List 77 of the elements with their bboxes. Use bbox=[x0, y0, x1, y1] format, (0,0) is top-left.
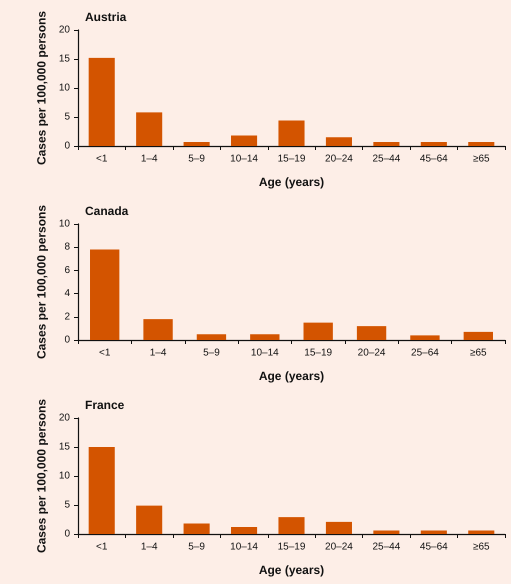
x-tick-label: 1–4 bbox=[140, 542, 158, 552]
x-tick-label: 10–14 bbox=[250, 348, 280, 358]
x-tick-label: ≥65 bbox=[472, 542, 490, 552]
y-tick-label: 0 bbox=[64, 140, 70, 152]
x-axis-title: Age (years) bbox=[258, 369, 324, 383]
y-tick-label: 2 bbox=[64, 311, 70, 322]
x-tick-label: 10–14 bbox=[230, 154, 258, 164]
x-tick-label: 15–19 bbox=[278, 154, 306, 164]
bar bbox=[90, 250, 120, 340]
bar bbox=[326, 522, 352, 534]
x-tick-label: 1–4 bbox=[150, 348, 167, 358]
x-tick-label: 10–14 bbox=[230, 542, 258, 552]
x-tick-label: 25–64 bbox=[411, 348, 440, 358]
y-tick-label: 20 bbox=[58, 24, 70, 36]
y-tick-label: 0 bbox=[64, 334, 70, 346]
y-axis-title: Cases per 100,000 persons bbox=[34, 398, 48, 554]
bar bbox=[136, 506, 162, 534]
x-tick-label: <1 bbox=[96, 154, 108, 164]
bar bbox=[304, 322, 333, 340]
x-tick-label: 5–9 bbox=[188, 542, 206, 552]
x-tick-label: 5–9 bbox=[188, 154, 206, 164]
bar bbox=[184, 142, 210, 146]
bar bbox=[88, 58, 115, 146]
x-tick-label: 25–44 bbox=[372, 154, 401, 164]
x-tick-label: 45–64 bbox=[420, 154, 448, 164]
bar bbox=[326, 137, 352, 146]
x-tick-label: 1–4 bbox=[140, 154, 158, 164]
x-tick-label: 45–64 bbox=[420, 542, 448, 552]
bar bbox=[464, 332, 493, 340]
bar bbox=[136, 112, 162, 146]
y-tick-label: 6 bbox=[64, 264, 70, 276]
y-tick-label: 15 bbox=[58, 442, 70, 452]
x-axis-title: Age (years) bbox=[258, 563, 324, 577]
x-tick-label: <1 bbox=[96, 542, 108, 552]
bar bbox=[196, 334, 226, 340]
x-tick-label: 20–24 bbox=[325, 542, 354, 552]
bar bbox=[356, 326, 386, 340]
bar bbox=[468, 142, 494, 146]
bar bbox=[468, 530, 494, 534]
chart-title: France bbox=[85, 398, 125, 412]
bar bbox=[250, 334, 280, 340]
x-tick-label: 25–44 bbox=[372, 542, 401, 552]
y-tick-label: 4 bbox=[64, 288, 70, 300]
x-tick-label: 5–9 bbox=[203, 348, 220, 358]
bar bbox=[410, 335, 440, 340]
bar bbox=[420, 142, 447, 146]
y-axis-title: Cases per 100,000 persons bbox=[34, 10, 48, 166]
bar bbox=[278, 517, 305, 534]
y-tick-label: 20 bbox=[58, 412, 70, 424]
y-tick-label: 0 bbox=[64, 528, 70, 540]
chart-title: Austria bbox=[85, 10, 127, 24]
y-axis-title: Cases per 100,000 persons bbox=[34, 204, 48, 360]
y-tick-label: 8 bbox=[64, 242, 70, 253]
x-tick-label: 15–19 bbox=[304, 348, 333, 358]
bar bbox=[231, 527, 258, 534]
x-axis-title: Age (years) bbox=[258, 175, 324, 189]
bar bbox=[373, 530, 400, 534]
y-tick-label: 5 bbox=[64, 112, 70, 122]
x-tick-label: ≥65 bbox=[470, 348, 488, 358]
x-tick-label: 15–19 bbox=[278, 542, 306, 552]
x-tick-label: ≥65 bbox=[472, 154, 490, 164]
y-tick-label: 15 bbox=[58, 54, 70, 64]
y-tick-label: 10 bbox=[58, 218, 70, 230]
x-tick-label: 20–24 bbox=[325, 154, 354, 164]
x-tick-label: <1 bbox=[98, 348, 111, 358]
bar bbox=[231, 136, 258, 146]
bar bbox=[88, 447, 115, 534]
x-tick-label: 20–24 bbox=[358, 348, 386, 358]
chart-title: Canada bbox=[85, 204, 129, 218]
bar bbox=[278, 120, 305, 146]
bar bbox=[143, 319, 173, 340]
bar bbox=[184, 524, 210, 534]
y-tick-label: 5 bbox=[64, 500, 70, 510]
bar bbox=[373, 142, 400, 146]
bar bbox=[420, 530, 447, 534]
y-tick-label: 10 bbox=[58, 470, 70, 482]
y-tick-label: 10 bbox=[58, 82, 70, 94]
